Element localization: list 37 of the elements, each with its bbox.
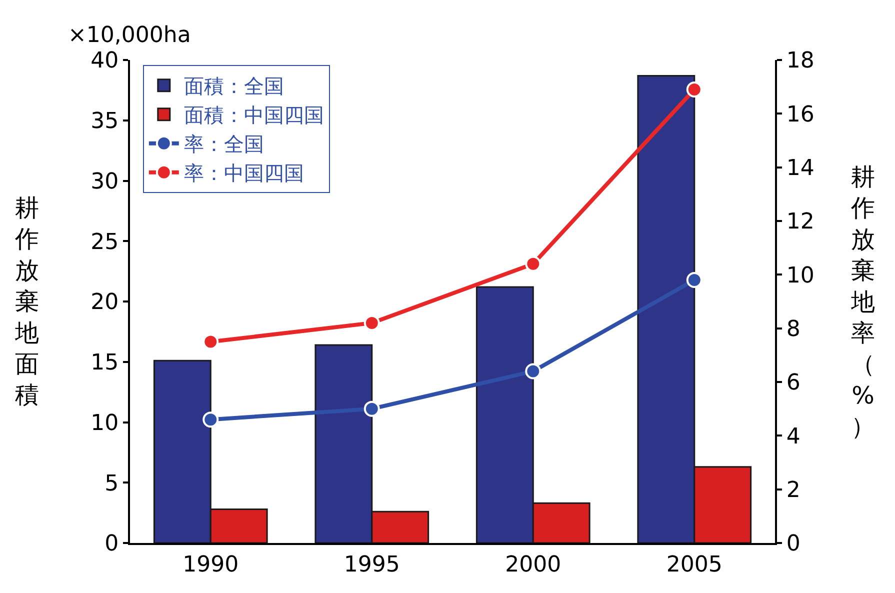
y2-tick-label: 18 — [786, 48, 814, 74]
point — [686, 82, 702, 98]
y-tick-label: 40 — [90, 48, 119, 74]
y-tick-label: 15 — [90, 350, 119, 376]
legend-label: 率：全国 — [184, 132, 264, 156]
y-axis-title: 耕作放棄地面積 — [14, 194, 39, 410]
y2-tick-label: 12 — [786, 210, 814, 235]
x-tick-label: 1990 — [182, 552, 239, 578]
y-tick-label: 10 — [90, 410, 119, 436]
point — [364, 400, 380, 417]
y-tick-label: 0 — [104, 532, 119, 557]
y2-tick-label: 0 — [786, 532, 800, 557]
y2-tick-label: 2 — [786, 478, 800, 504]
point — [202, 334, 219, 350]
y-tick-label: 5 — [104, 471, 119, 496]
x-tick-label: 1995 — [344, 552, 400, 578]
y2-tick-label: 6 — [786, 370, 800, 396]
y-tick-label: 35 — [90, 109, 119, 134]
y2-tick-label: 8 — [786, 317, 800, 342]
y2-tick-label: 4 — [786, 424, 800, 450]
x-tick-label: 2000 — [505, 552, 562, 578]
y-tick-label: 30 — [90, 169, 119, 194]
y2-tick-label: 10 — [786, 263, 814, 288]
y2-tick-label: 14 — [786, 156, 814, 182]
legend-label: 面積：中国四国 — [184, 103, 324, 128]
y-tick-label: 20 — [90, 290, 119, 316]
point — [525, 363, 542, 380]
y2-tick-label: 16 — [786, 102, 814, 128]
legend-label: 面積：全国 — [184, 74, 284, 98]
x-tick-label: 2005 — [666, 552, 722, 578]
text: ×10,000ha — [68, 23, 191, 48]
point — [202, 412, 219, 428]
legend-label: 率：中国四国 — [184, 161, 304, 186]
point — [525, 256, 542, 272]
point — [686, 272, 702, 288]
text: 耕作放棄地率（%） — [851, 163, 875, 441]
y-tick-label: 25 — [90, 230, 119, 255]
